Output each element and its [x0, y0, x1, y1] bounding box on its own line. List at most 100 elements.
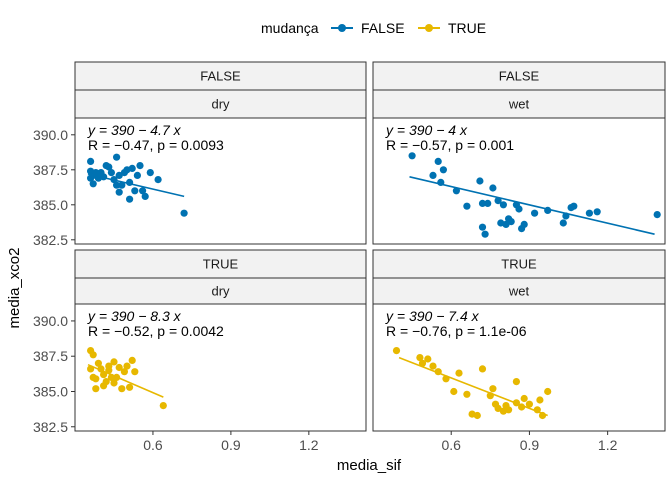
panel-4: TRUE wet y = 390 − 7.4 xR = −0.76, p = 1.1…	[372, 249, 666, 432]
x-tick-label: 1.2	[598, 437, 618, 453]
regression-line	[409, 176, 655, 235]
data-point	[87, 157, 95, 165]
data-point	[531, 209, 539, 217]
data-point	[92, 385, 100, 393]
panel-border	[74, 117, 367, 245]
data-point	[450, 387, 458, 396]
data-point	[418, 359, 427, 367]
data-point	[102, 378, 110, 386]
data-point	[408, 152, 416, 160]
x-tick-label: 1.2	[299, 437, 319, 453]
data-point	[180, 209, 188, 217]
data-point	[653, 211, 661, 219]
data-point	[424, 355, 432, 363]
data-point	[126, 195, 134, 203]
correlation-stats: R = −0.47, p = 0.0093	[88, 137, 224, 153]
data-point	[105, 362, 113, 370]
data-point	[133, 171, 141, 179]
data-point	[136, 162, 144, 170]
strip-bottom-box	[74, 89, 367, 119]
legend-true-label: TRUE	[448, 20, 486, 36]
legend-false-label: FALSE	[361, 20, 405, 36]
panel-border	[74, 303, 367, 432]
x-axis-title: media_sif	[337, 457, 402, 474]
data-point	[463, 390, 471, 398]
data-point	[105, 163, 113, 171]
y-tick-label: 390.0	[33, 313, 68, 329]
data-point	[115, 188, 123, 196]
data-point	[89, 351, 97, 359]
data-point	[476, 177, 484, 185]
data-point	[525, 400, 534, 408]
panel-border	[372, 117, 666, 245]
data-point	[455, 369, 463, 377]
data-point	[484, 199, 492, 207]
strip-top-label: FALSE	[499, 69, 540, 84]
data-point	[544, 387, 552, 396]
x-tick-label: 0.6	[441, 437, 461, 453]
strip-top-box	[74, 61, 367, 91]
panel-2: FALSE wet y = 390 − 4 xR = −0.57, p = 0.00…	[372, 61, 666, 245]
legend-title: mudança	[261, 20, 319, 36]
data-point	[512, 378, 521, 386]
strip-top-label: TRUE	[203, 257, 239, 272]
strip-bottom-label: wet	[508, 284, 530, 299]
y-tick-label: 387.5	[33, 162, 68, 178]
legend-false-marker	[338, 24, 346, 32]
legend-true-marker	[425, 24, 433, 32]
data-point	[478, 365, 487, 373]
data-point	[416, 354, 424, 362]
data-point	[463, 202, 471, 210]
x-tick-label: 0.9	[221, 437, 241, 453]
data-point	[141, 192, 149, 200]
x-tick-label: 0.6	[143, 437, 163, 453]
data-point	[92, 375, 100, 383]
data-point	[478, 199, 487, 207]
panel-1: FALSE dry y = 390 − 4.7 xR = −0.47, p = 0.…	[74, 61, 367, 245]
data-point	[154, 176, 162, 184]
y-tick-label: 382.5	[33, 232, 68, 248]
strip-bottom-label: wet	[508, 97, 530, 112]
correlation-stats: R = −0.52, p = 0.0042	[88, 323, 224, 339]
data-point	[120, 368, 128, 376]
data-point	[113, 153, 121, 161]
data-point	[481, 230, 489, 238]
data-point	[89, 180, 97, 188]
panel-border	[372, 303, 666, 432]
data-point	[520, 220, 528, 228]
data-point	[536, 396, 544, 404]
data-point	[110, 358, 118, 366]
data-point	[123, 362, 131, 370]
y-tick-label: 385.0	[33, 383, 68, 399]
data-point	[146, 169, 154, 177]
data-point	[499, 201, 507, 209]
correlation-stats: R = −0.76, p = 1.1e-06	[386, 323, 527, 339]
data-point	[115, 363, 123, 372]
strip-top-label: FALSE	[200, 69, 241, 84]
data-point	[429, 171, 437, 179]
strip-bottom-label: dry	[211, 284, 230, 299]
data-point	[478, 223, 487, 231]
strip-top-label: TRUE	[501, 257, 537, 272]
legend: mudança FALSE TRUE	[261, 20, 486, 36]
data-point	[92, 169, 100, 177]
regression-equation: y = 390 − 8.3 x	[87, 308, 182, 324]
data-point	[593, 208, 601, 216]
data-point	[494, 197, 502, 205]
data-point	[489, 385, 497, 393]
regression-line	[398, 356, 548, 417]
data-point	[505, 406, 513, 414]
y-tick-label: 390.0	[33, 127, 68, 143]
data-point	[494, 404, 502, 412]
data-point	[131, 187, 139, 195]
data-point	[439, 166, 447, 174]
regression-line	[87, 173, 185, 198]
strip-top-box	[74, 249, 367, 279]
data-point	[434, 157, 442, 165]
strip-top-box	[372, 249, 666, 279]
data-point	[429, 362, 437, 370]
data-point	[131, 368, 139, 376]
data-point	[520, 394, 528, 403]
regression-equation: y = 390 − 4.7 x	[87, 122, 182, 138]
